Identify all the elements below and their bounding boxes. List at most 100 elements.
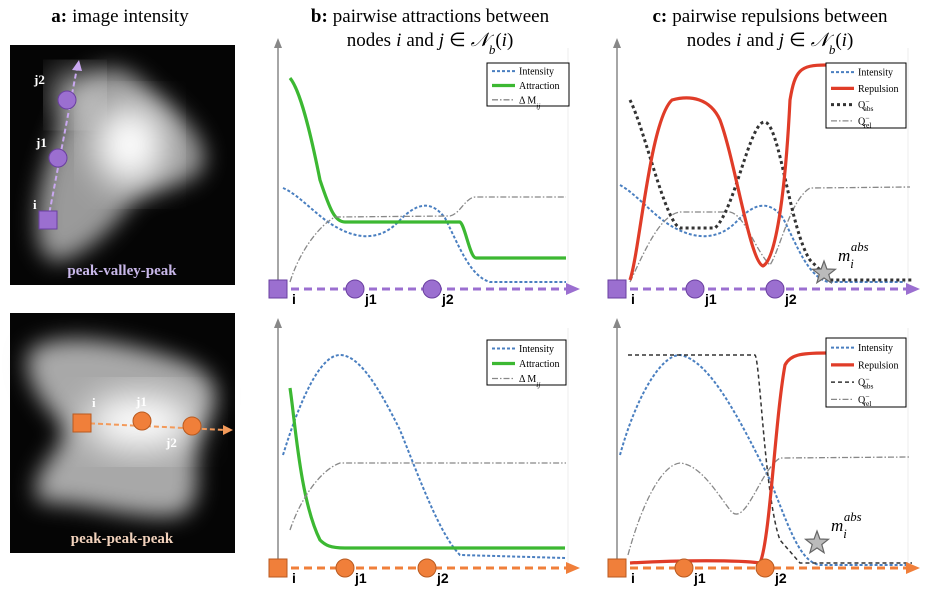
rich-label: mi abs xyxy=(838,240,869,271)
header: c:pairwise repulsions between xyxy=(652,6,888,27)
axis-node-label: j2 xyxy=(784,291,797,307)
node-circle xyxy=(346,280,364,298)
sub: ij xyxy=(536,380,540,389)
rich-label: Repulsion xyxy=(858,360,899,371)
node-circle xyxy=(756,559,774,577)
star xyxy=(806,531,829,553)
header-text: pairwise attractions between xyxy=(333,6,550,27)
header-label: a: xyxy=(51,6,67,27)
node-label: i xyxy=(33,197,37,212)
node-circle xyxy=(418,559,436,577)
node-label: j1 xyxy=(35,135,47,150)
axis-node-label: i xyxy=(292,570,296,586)
header-math: j xyxy=(776,30,784,51)
sub: rel xyxy=(863,399,871,408)
rich-label: Attraction xyxy=(519,359,560,370)
rich-label: mi abs xyxy=(831,510,862,541)
node-circle xyxy=(423,280,441,298)
header-math: and xyxy=(746,30,774,51)
header-math: nodes xyxy=(687,30,731,51)
header-math: and xyxy=(406,30,434,51)
sub: i xyxy=(850,257,854,271)
axis-node-label: j1 xyxy=(704,291,717,307)
axis-node-label: j1 xyxy=(693,570,706,586)
y-arrow xyxy=(274,318,282,328)
header-math: ) xyxy=(847,30,853,51)
base: Δ M xyxy=(519,374,536,385)
y-arrow xyxy=(613,38,621,48)
header-math: i xyxy=(396,30,401,51)
x-arrow xyxy=(566,562,580,574)
node-label: j1 xyxy=(135,394,147,409)
sub: rel xyxy=(863,121,871,130)
node-circle xyxy=(766,280,784,298)
node-label: j2 xyxy=(33,72,45,87)
curve xyxy=(283,188,566,282)
legend: IntensityRepulsionQ−absQ−rel xyxy=(826,63,906,130)
node-square xyxy=(608,280,626,298)
plot: i j1 j2 Intensity Attraction Δ Mij xyxy=(269,38,580,307)
x-arrow xyxy=(566,283,580,295)
header-text: image intensity xyxy=(72,6,189,27)
caption: peak-valley-peak xyxy=(67,263,177,279)
axis-node-label: i xyxy=(631,291,635,307)
y-arrow xyxy=(274,38,282,48)
sup: abs xyxy=(851,240,869,254)
sub: i xyxy=(843,527,847,541)
rich-label: Repulsion xyxy=(858,84,899,95)
axis-node-label: j1 xyxy=(354,570,367,586)
node-label: i xyxy=(92,395,96,410)
header-math: ∈ xyxy=(449,30,466,51)
figure: j2 j1 i peak-valley-peak i j1 j2 peak-pe… xyxy=(0,0,927,590)
base: m xyxy=(831,516,843,535)
node-circle xyxy=(675,559,693,577)
x-arrow xyxy=(906,562,920,574)
curve xyxy=(290,388,565,548)
node-label: j2 xyxy=(165,435,177,450)
header: a:image intensity xyxy=(51,6,189,27)
header-math: ) xyxy=(507,30,513,51)
image-bottom xyxy=(10,313,235,553)
rich-label: Intensity xyxy=(858,343,893,354)
sup: abs xyxy=(844,510,862,524)
rich-label: Intensity xyxy=(519,67,554,78)
base: Δ M xyxy=(519,95,536,106)
base: m xyxy=(838,246,850,265)
legend: Intensity Attraction Δ Mij xyxy=(487,63,569,110)
sub: abs xyxy=(863,382,873,391)
axis-node-label: i xyxy=(631,570,635,586)
caption: peak-peak-peak xyxy=(71,531,174,547)
rich-label: Intensity xyxy=(858,68,893,79)
rich-label: Attraction xyxy=(519,81,560,92)
node-circle xyxy=(336,559,354,577)
plot: ij1j2IntensityRepulsionQ−absQ−relmiabs xyxy=(608,38,920,307)
header-math: nodes xyxy=(347,30,391,51)
x-arrow xyxy=(906,283,920,295)
header-label: b: xyxy=(311,6,328,27)
header-math: i xyxy=(736,30,741,51)
rich-label: Intensity xyxy=(519,344,554,355)
curve xyxy=(630,187,910,282)
node-square xyxy=(269,559,287,577)
legend: Intensity Attraction Δ Mij xyxy=(487,340,566,389)
node-square xyxy=(269,280,287,298)
header-math: j xyxy=(436,30,444,51)
axis-node-label: i xyxy=(292,291,296,307)
header-math: ∈ xyxy=(789,30,806,51)
axis-node-label: j2 xyxy=(441,291,454,307)
node-square xyxy=(608,559,626,577)
header: b:pairwise attractions between xyxy=(311,6,550,27)
node-circle xyxy=(686,280,704,298)
plot: i j1 j2 Intensity Attraction Δ Mij xyxy=(269,318,580,586)
header-text: pairwise repulsions between xyxy=(672,6,888,27)
axis-node-label: j2 xyxy=(436,570,449,586)
curve xyxy=(290,463,566,530)
axis-node-label: j1 xyxy=(364,291,377,307)
y-arrow xyxy=(613,318,621,328)
sub: ij xyxy=(536,101,540,110)
axis-node-label: j2 xyxy=(774,570,787,586)
header: nodesiandj∈𝒩b(i) xyxy=(687,30,854,57)
